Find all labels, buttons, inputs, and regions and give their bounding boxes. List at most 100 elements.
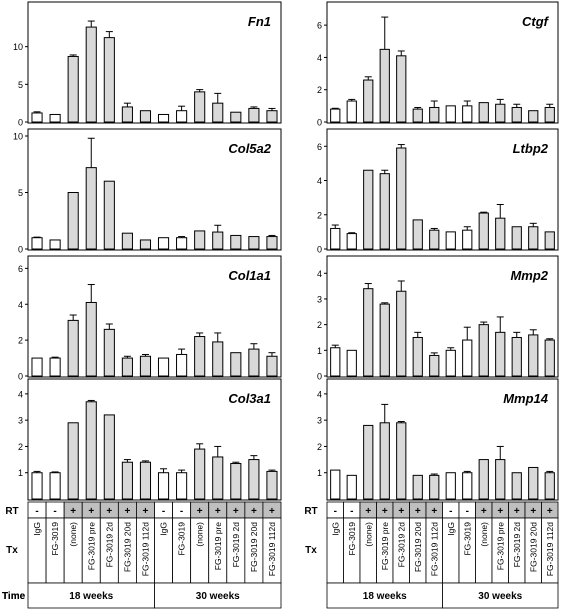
bar-fn1-9: [194, 91, 206, 123]
tx-label: FG-3019: [347, 522, 357, 556]
rt-value: +: [251, 506, 257, 517]
bar-ctgf-12: [528, 110, 539, 123]
tx-label: FG-3019: [177, 522, 187, 556]
bar-mmp14-8: [462, 472, 473, 500]
bar-mmp2-3: [379, 303, 390, 377]
rt-value: -: [53, 506, 56, 517]
y-tick-label: 4: [317, 176, 322, 186]
panel-title: Mmp14: [503, 391, 549, 406]
bar-ctgf-1: [346, 100, 357, 123]
bar-col3a1-5: [121, 461, 133, 500]
bar-col1a1-1: [49, 357, 61, 377]
rt-row-label: RT: [5, 506, 18, 517]
y-tick-label: 4: [317, 53, 322, 63]
panel-title: Col5a2: [228, 141, 271, 156]
y-tick-label: 0: [317, 245, 322, 255]
y-tick-label: 10: [13, 132, 23, 142]
bar-fn1-5: [121, 106, 133, 123]
panel-frame: [27, 378, 282, 501]
bar-mmp14-3: [379, 422, 390, 500]
bar-mmp2-1: [346, 349, 357, 377]
panel-frame: [326, 1, 559, 124]
bar-fn1-4: [103, 37, 115, 123]
panel-frame: [27, 255, 282, 378]
time-group-label: 30 weeks: [196, 591, 240, 602]
bar-col5a2-10: [212, 231, 224, 250]
tx-label: FG-3019 pre: [380, 522, 390, 570]
rt-value: +: [431, 506, 437, 517]
bar-mmp2-11: [511, 336, 522, 377]
rt-row-label: RT: [304, 506, 317, 517]
panel-title: Ctgf: [522, 14, 550, 29]
bar-ctgf-2: [363, 79, 374, 123]
rt-value: +: [233, 506, 239, 517]
rt-value: +: [530, 506, 536, 517]
bar-mmp2-12: [528, 334, 539, 377]
bar-ctgf-10: [495, 103, 506, 123]
tx-label: (none): [363, 522, 373, 547]
bar-ltbp2-2: [363, 169, 374, 250]
y-tick-label: 1: [317, 468, 322, 478]
bar-col1a1-7: [157, 357, 170, 377]
tx-label: FG-3019 20d: [528, 522, 538, 572]
rt-value: +: [415, 506, 421, 517]
bar-mmp14-0: [330, 469, 341, 500]
bar-mmp2-0: [330, 347, 341, 377]
bar-ltbp2-11: [511, 226, 522, 250]
panel-title: Ltbp2: [513, 141, 549, 156]
time-row-label: Time: [2, 591, 26, 602]
panel-col5a2: 0 5 10 Col5a2: [13, 128, 282, 255]
tx-label: FG-3019 2d: [231, 522, 241, 568]
y-tick-label: 0: [18, 372, 23, 382]
bar-mmp14-13: [544, 472, 555, 500]
y-tick-label: 4: [18, 300, 23, 310]
rt-value: +: [88, 506, 94, 517]
bar-mmp2-2: [363, 288, 374, 377]
tx-label: (none): [479, 522, 489, 547]
rt-value: +: [143, 506, 149, 517]
bar-mmp2-4: [396, 290, 407, 377]
rt-value: -: [162, 506, 165, 517]
bar-mmp14-7: [445, 472, 456, 500]
tx-label: IgG: [446, 522, 456, 536]
bar-ltbp2-7: [445, 231, 456, 250]
panel-frame: [326, 378, 559, 501]
rt-value: -: [35, 506, 38, 517]
panel-title: Col1a1: [228, 268, 271, 283]
bar-col3a1-13: [266, 470, 278, 500]
bar-ctgf-0: [330, 108, 341, 123]
bar-col5a2-12: [248, 236, 260, 250]
panel-frame: [326, 128, 559, 251]
panel-ltbp2: 0 2 4 6 Ltbp2: [317, 128, 559, 255]
rt-value: +: [497, 506, 503, 517]
y-tick-label: 6: [18, 264, 23, 274]
bar-fn1-2: [67, 55, 79, 123]
tx-label: FG-3019: [50, 522, 60, 556]
tx-label: (none): [195, 522, 205, 547]
tx-label: FG-3019 20d: [249, 522, 259, 572]
panel-title: Col3a1: [228, 391, 271, 406]
time-group-label: 30 weeks: [478, 591, 522, 602]
rt-value: +: [197, 506, 203, 517]
panel-mmp14: 1 2 3 4 Mmp14: [317, 378, 559, 501]
bar-fn1-6: [139, 110, 152, 123]
rt-value: -: [180, 506, 183, 517]
bar-col1a1-13: [266, 355, 278, 377]
y-tick-label: 1: [18, 468, 23, 478]
condition-table-left: RT Tx Time - - + + + + + - - + + + + + IgG FG-3019 (none) FG…: [2, 501, 282, 609]
bar-fn1-0: [31, 112, 43, 123]
bar-col5a2-2: [67, 192, 79, 250]
y-tick-label: 0: [18, 245, 23, 255]
bar-fn1-1: [49, 113, 61, 123]
bar-fn1-10: [212, 102, 224, 123]
bar-col3a1-12: [248, 459, 260, 500]
panel-title: Fn1: [248, 14, 271, 29]
bar-col3a1-1: [49, 472, 61, 500]
bar-col1a1-3: [85, 301, 97, 377]
bar-mmp14-12: [528, 466, 539, 500]
tx-label: FG-3019 112d: [429, 522, 439, 576]
tx-label: (none): [68, 522, 78, 547]
rt-value: +: [365, 506, 371, 517]
rt-value: +: [514, 506, 520, 517]
bar-col5a2-4: [103, 180, 115, 250]
